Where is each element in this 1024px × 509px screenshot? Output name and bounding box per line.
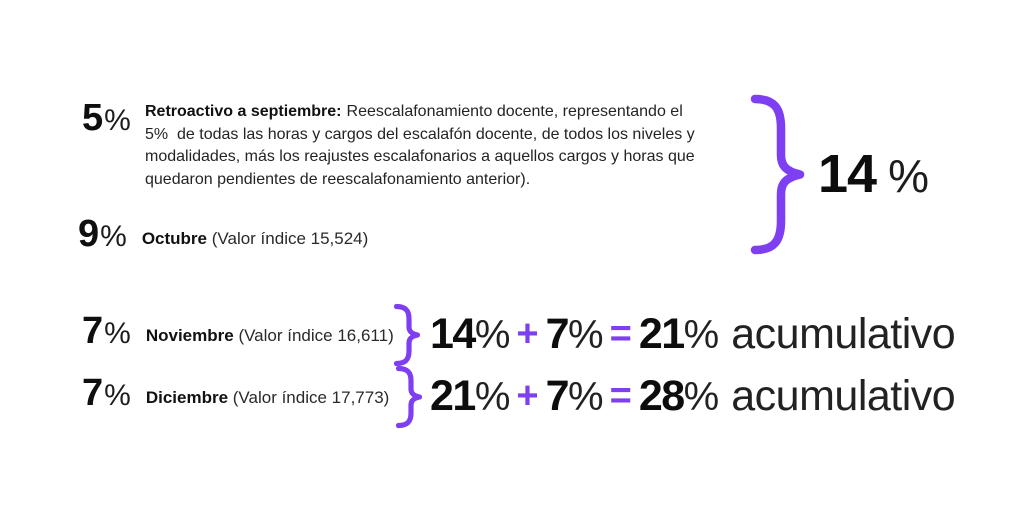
group-brace-icon [750,94,808,256]
retroactive-lead-label: Retroactivo a septiembre: [145,103,342,120]
percent-sign: % [888,150,929,202]
retroactive-percent: 5 % [82,99,131,137]
eq-b-sign: % [568,375,604,419]
description-line: modalidades, más los reajustes escalafon… [145,148,695,165]
eq-a: 14 [430,310,476,358]
eq-a: 21 [430,372,476,420]
percent-sign: % [104,379,131,412]
december-percent-value: 7 [82,372,103,414]
october-row: 9 % Octubre (Valor índice 15,524) [78,215,368,253]
eq-b-sign: % [568,313,604,357]
eq-a-sign: % [474,375,511,419]
november-label: Noviembre (Valor índice 16,611) [145,326,394,345]
equals-operator: = [609,313,632,355]
october-percent-value: 9 [78,213,99,255]
plus-operator: + [516,313,539,355]
november-brace-icon [393,303,421,367]
december-brace-icon [395,365,423,429]
eq-suffix: acumulativo [731,372,956,420]
eq-result: 28 [638,372,685,420]
november-index-value: (Valor índice 16,611) [238,326,394,345]
eq-suffix: acumulativo [731,310,956,358]
december-equation: 21% + 7% = 28% acumulativo [430,372,956,420]
november-percent-value: 7 [82,310,103,352]
total-percent-value: 14 [818,144,877,204]
november-equation: 14% + 7% = 21% acumulativo [430,310,956,358]
eq-result: 21 [638,310,685,358]
percent-sign: % [104,104,131,137]
october-label: Octubre (Valor índice 15,524) [141,229,369,248]
eq-result-sign: % [683,375,720,419]
december-index-value: (Valor índice 17,773) [232,388,390,407]
percent-sign: % [100,220,127,253]
description-line: Retroactivo a septiembre: Reescalafonamie… [145,103,683,120]
eq-b: 7 [545,310,570,358]
eq-b: 7 [545,372,570,420]
retroactive-description: Retroactivo a septiembre: Reescalafonamie… [145,101,695,191]
percent-sign: % [104,317,131,350]
retroactive-percent-value: 5 [82,97,103,139]
eq-result-sign: % [683,313,720,357]
december-row: 7 % Diciembre (Valor índice 17,773) [82,374,389,412]
description-line: quedaron pendientes de reescalafonamient… [145,170,531,188]
equals-operator: = [609,375,632,417]
eq-a-sign: % [474,313,511,357]
october-index-value: (Valor índice 15,524) [211,229,369,248]
total-percent: 14 % [818,147,929,201]
description-line: 5% de todas las horas y cargos del escal… [145,125,695,143]
plus-operator: + [516,375,539,417]
november-row: 7 % Noviembre (Valor índice 16,611) [82,312,394,350]
december-label: Diciembre (Valor índice 17,773) [145,388,390,407]
